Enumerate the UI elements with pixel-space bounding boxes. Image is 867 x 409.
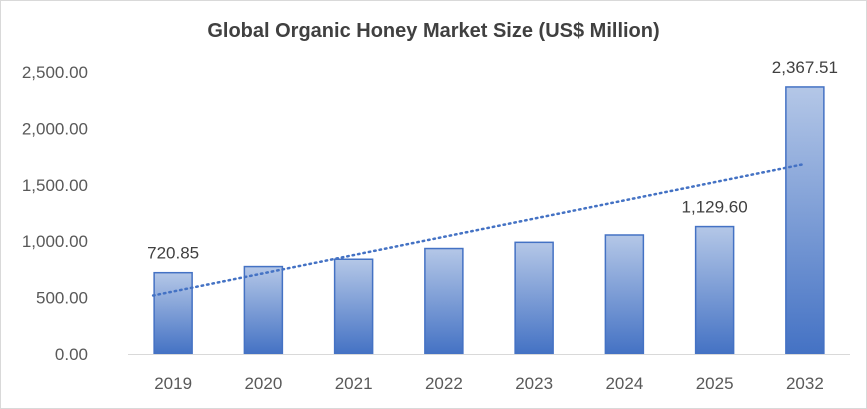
- bar-2032: [785, 86, 825, 355]
- bar-2024: [604, 234, 645, 355]
- y-tick-label: 500.00: [36, 289, 88, 308]
- x-tick-label: 2032: [786, 374, 824, 393]
- data-label: 720.85: [147, 244, 199, 263]
- y-tick-label: 2,000.00: [22, 119, 88, 138]
- chart-title: Global Organic Honey Market Size (US$ Mi…: [207, 20, 660, 42]
- y-tick-label: 1,500.00: [22, 176, 88, 195]
- x-tick-label: 2020: [244, 374, 282, 393]
- bar-2019: [153, 271, 193, 355]
- y-tick-label: 1,000.00: [22, 232, 88, 251]
- bar-2020: [243, 265, 284, 355]
- y-axis-tick-labels: 0.00 500.00 1,000.00 1,500.00 2,000.00 2,500.…: [22, 63, 88, 364]
- bar-2025: [694, 225, 735, 355]
- x-tick-label: 2019: [154, 374, 192, 393]
- data-labels: 720.85 1,129.60 2,367.51: [147, 58, 838, 263]
- x-tick-label: 2022: [425, 374, 463, 393]
- y-tick-label: 2,500.00: [22, 63, 88, 82]
- x-tick-label: 2023: [515, 374, 553, 393]
- y-tick-label: 0.00: [55, 345, 88, 364]
- bars: [153, 86, 825, 355]
- x-tick-label: 2021: [335, 374, 373, 393]
- bar-2022: [424, 247, 464, 355]
- x-axis-tick-labels: 2019 2020 2021 2022 2023 2024 2025 2032: [154, 374, 824, 393]
- data-label: 1,129.60: [682, 198, 748, 217]
- x-tick-label: 2024: [605, 374, 643, 393]
- bar-2023: [514, 241, 554, 355]
- trendline: [151, 162, 807, 297]
- data-label: 2,367.51: [772, 58, 838, 77]
- x-tick-label: 2025: [696, 374, 734, 393]
- bar-2021: [333, 258, 374, 355]
